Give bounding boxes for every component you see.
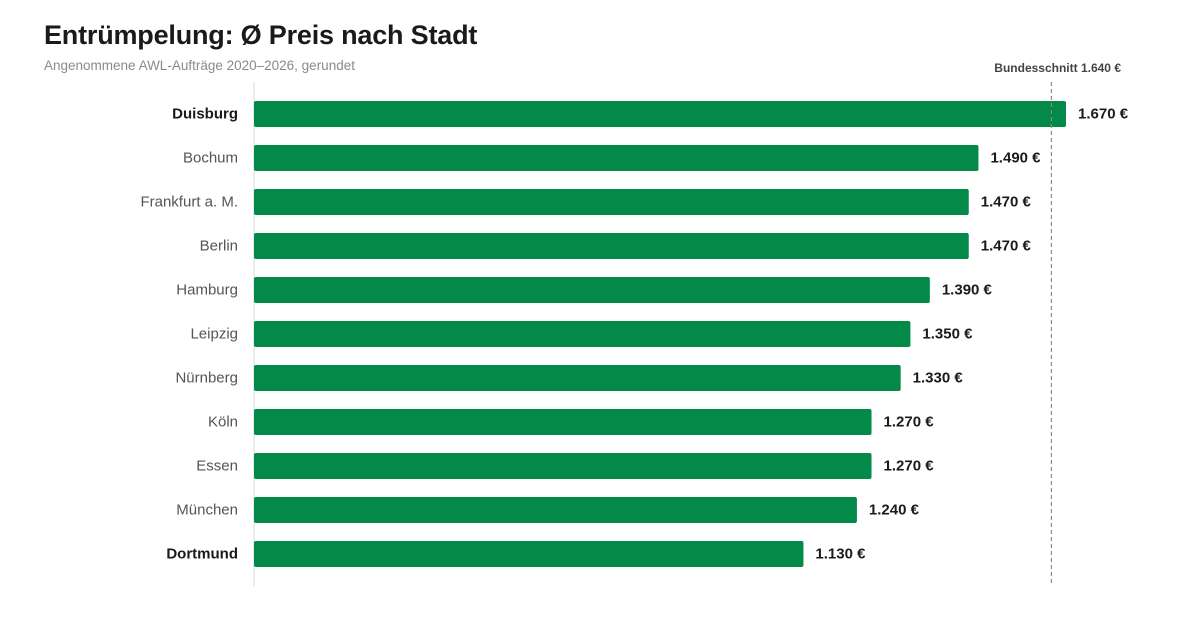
value-label: 1.240 € [869, 502, 920, 519]
value-label: 1.390 € [942, 282, 993, 299]
category-label: Frankfurt a. M. [140, 194, 238, 211]
category-label: Essen [196, 458, 238, 475]
chart-subtitle: Angenommene AWL-Aufträge 2020–2026, geru… [44, 58, 355, 73]
value-label: 1.270 € [884, 458, 935, 475]
category-label: Hamburg [176, 282, 238, 299]
value-label: 1.470 € [981, 194, 1032, 211]
category-label: Dortmund [166, 546, 238, 563]
bar [254, 145, 979, 171]
category-label: Bochum [183, 150, 238, 167]
category-label: Leipzig [190, 326, 238, 343]
bar [254, 189, 969, 215]
bar [254, 321, 911, 347]
category-label: Duisburg [172, 106, 238, 123]
category-label: Nürnberg [175, 370, 238, 387]
value-label: 1.330 € [913, 370, 964, 387]
value-label: 1.350 € [922, 326, 973, 343]
bar [254, 365, 901, 391]
value-label: 1.130 € [815, 546, 866, 563]
bar [254, 497, 857, 523]
category-label: Berlin [200, 238, 238, 255]
category-label: Köln [208, 414, 238, 431]
value-label: 1.490 € [990, 150, 1041, 167]
category-label: München [176, 502, 238, 519]
bar [254, 233, 969, 259]
bar [254, 453, 872, 479]
bar [254, 277, 930, 303]
value-label: 1.470 € [981, 238, 1032, 255]
bar [254, 409, 872, 435]
value-label: 1.270 € [884, 414, 935, 431]
chart-title: Entrümpelung: Ø Preis nach Stadt [44, 20, 478, 50]
bar [254, 541, 804, 567]
value-label: 1.670 € [1078, 106, 1129, 123]
reference-line-label: Bundesschnitt 1.640 € [994, 61, 1121, 75]
bar [254, 101, 1066, 127]
